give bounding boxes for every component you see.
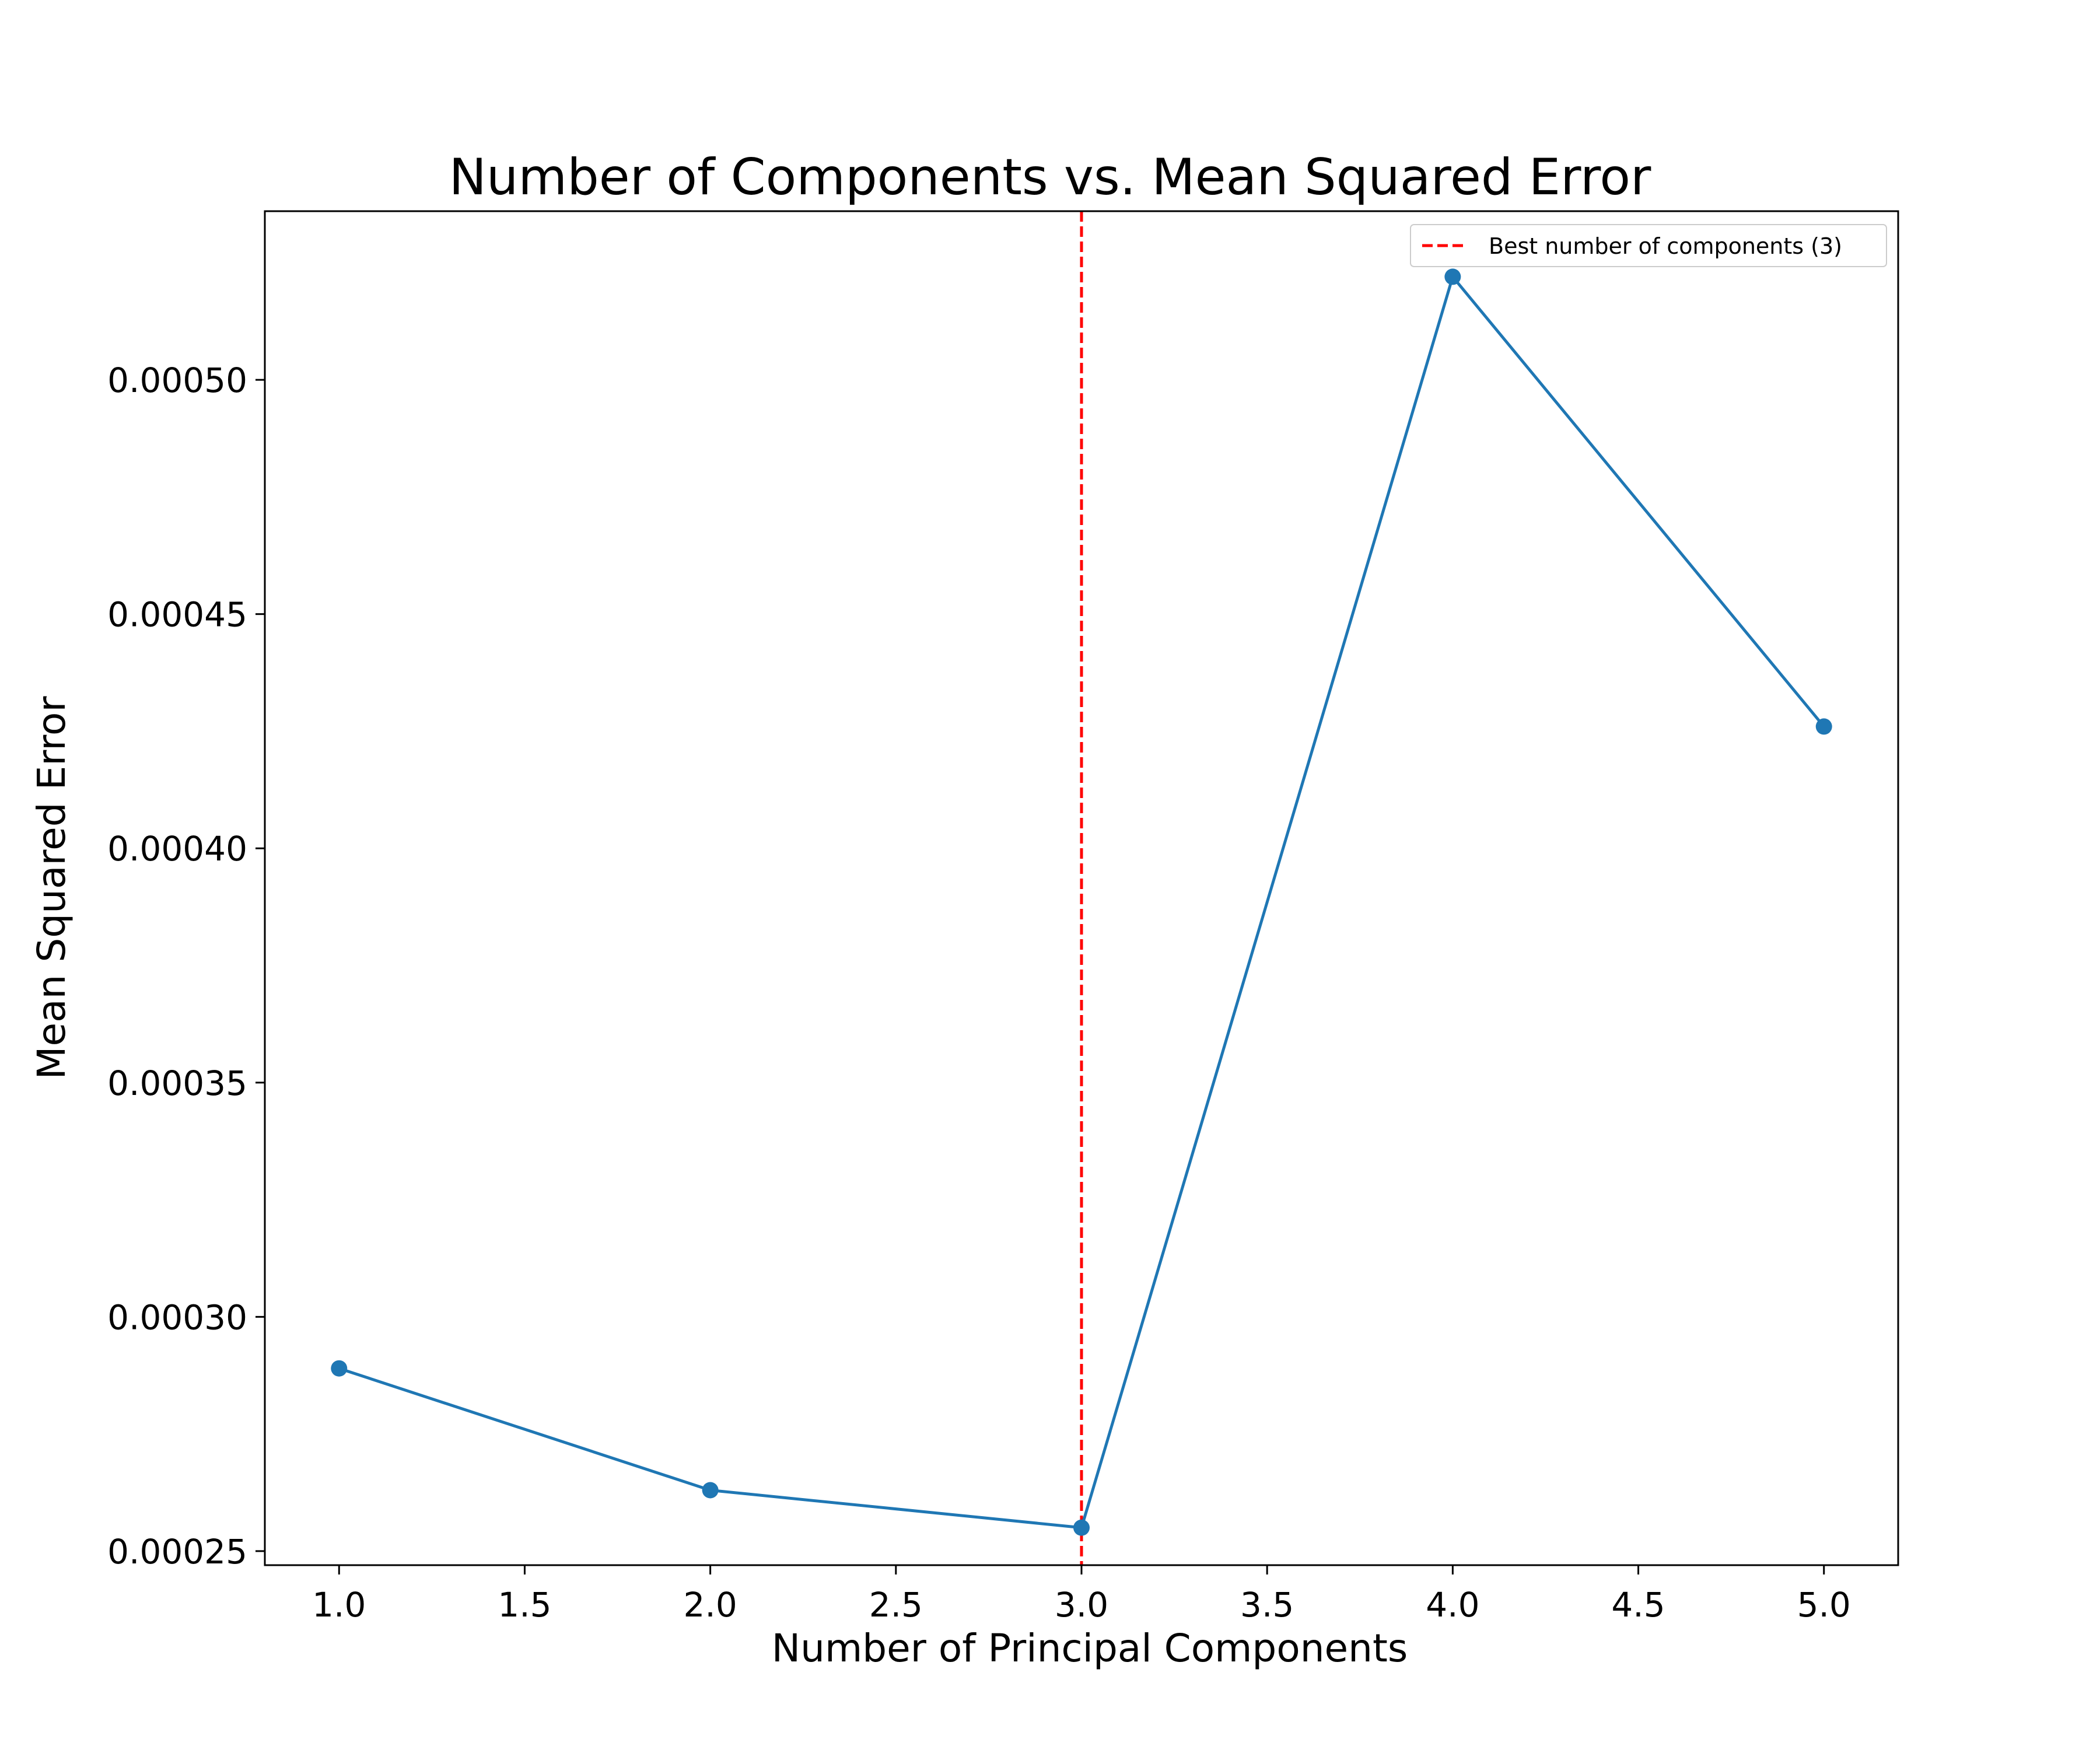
x-tick-label: 3.0 (1055, 1585, 1108, 1625)
x-tick-label: 3.5 (1240, 1585, 1294, 1625)
plot-area-frame (264, 210, 1899, 1566)
legend-box (1410, 224, 1887, 267)
x-tick-label: 2.0 (684, 1585, 737, 1625)
data-point (1815, 718, 1832, 735)
y-tick-label: 0.00025 (107, 1532, 247, 1572)
y-tick-label: 0.00050 (107, 361, 247, 400)
data-point (331, 1360, 348, 1377)
y-tick-label: 0.00040 (107, 829, 247, 869)
x-tick-label: 4.5 (1611, 1585, 1665, 1625)
data-point (702, 1482, 719, 1499)
data-point (1073, 1519, 1090, 1536)
data-point (1444, 268, 1461, 285)
x-axis-label: Number of Principal Components (772, 1626, 1408, 1671)
y-tick-label: 0.00030 (107, 1297, 247, 1337)
chart-title: Number of Components vs. Mean Squared Er… (449, 148, 1651, 207)
x-tick-label: 1.0 (312, 1585, 366, 1625)
y-tick-label: 0.00035 (107, 1063, 247, 1103)
x-tick-label: 4.0 (1426, 1585, 1479, 1625)
x-tick-label: 5.0 (1797, 1585, 1851, 1625)
legend-label: Best number of components (3) (1489, 233, 1842, 259)
x-tick-label: 1.5 (498, 1585, 551, 1625)
x-tick-label: 2.5 (869, 1585, 923, 1625)
y-axis-label: Mean Squared Error (29, 696, 74, 1080)
y-tick-label: 0.00045 (107, 595, 247, 635)
